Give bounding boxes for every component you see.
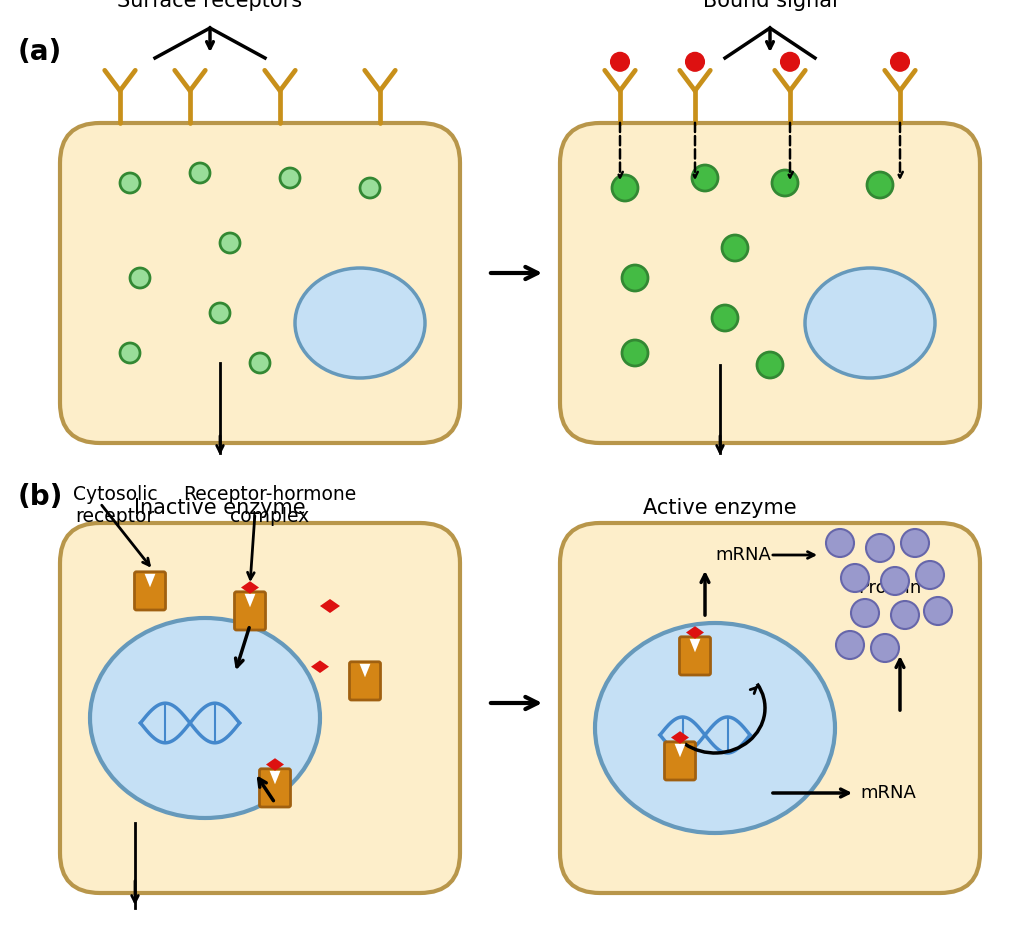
Ellipse shape <box>90 618 319 818</box>
Circle shape <box>866 534 894 562</box>
Circle shape <box>120 173 140 193</box>
Circle shape <box>836 631 864 659</box>
Circle shape <box>916 561 944 589</box>
Circle shape <box>891 52 909 71</box>
Polygon shape <box>241 581 259 593</box>
Polygon shape <box>269 771 281 785</box>
Circle shape <box>780 52 800 71</box>
Circle shape <box>901 529 929 557</box>
Ellipse shape <box>805 268 935 378</box>
FancyBboxPatch shape <box>680 637 711 675</box>
Circle shape <box>220 233 240 253</box>
FancyBboxPatch shape <box>259 769 291 807</box>
Circle shape <box>867 172 893 198</box>
FancyBboxPatch shape <box>134 572 166 610</box>
Circle shape <box>612 175 638 201</box>
FancyBboxPatch shape <box>60 523 460 893</box>
Circle shape <box>881 567 909 595</box>
Circle shape <box>280 168 300 188</box>
Circle shape <box>250 353 270 373</box>
Polygon shape <box>245 593 255 607</box>
Circle shape <box>826 529 854 557</box>
Circle shape <box>692 165 718 191</box>
Text: Surface receptors: Surface receptors <box>118 0 302 11</box>
Circle shape <box>891 601 919 629</box>
Text: mRNA: mRNA <box>860 784 915 802</box>
Text: Inactive enzyme: Inactive enzyme <box>134 498 306 518</box>
Polygon shape <box>319 599 340 613</box>
Circle shape <box>130 268 150 288</box>
FancyBboxPatch shape <box>560 523 980 893</box>
Polygon shape <box>686 626 705 639</box>
Polygon shape <box>689 639 700 652</box>
Circle shape <box>190 163 210 183</box>
Circle shape <box>610 52 630 71</box>
FancyBboxPatch shape <box>349 661 381 700</box>
Circle shape <box>622 340 648 366</box>
FancyBboxPatch shape <box>234 592 265 630</box>
Circle shape <box>120 343 140 363</box>
Polygon shape <box>675 744 685 758</box>
Ellipse shape <box>595 623 835 833</box>
Text: (a): (a) <box>18 38 62 66</box>
Text: mRNA: mRNA <box>715 546 771 564</box>
Circle shape <box>871 634 899 662</box>
Polygon shape <box>266 759 284 771</box>
Text: Receptor-hormone
complex: Receptor-hormone complex <box>183 485 356 526</box>
FancyBboxPatch shape <box>665 742 695 780</box>
Circle shape <box>841 564 869 592</box>
Circle shape <box>712 305 738 331</box>
Polygon shape <box>144 574 156 587</box>
Circle shape <box>772 170 798 196</box>
Circle shape <box>924 597 952 625</box>
Text: Cytosolic
receptor: Cytosolic receptor <box>73 485 158 526</box>
Circle shape <box>210 303 230 323</box>
FancyBboxPatch shape <box>560 123 980 443</box>
Circle shape <box>757 352 783 378</box>
FancyBboxPatch shape <box>60 123 460 443</box>
Circle shape <box>360 178 380 198</box>
Polygon shape <box>311 661 329 673</box>
Text: Active enzyme: Active enzyme <box>643 498 797 518</box>
Polygon shape <box>359 663 371 677</box>
Circle shape <box>622 265 648 291</box>
Text: Protein: Protein <box>858 579 922 597</box>
Circle shape <box>851 599 879 627</box>
Circle shape <box>686 52 705 71</box>
Ellipse shape <box>295 268 425 378</box>
Polygon shape <box>671 731 689 744</box>
Text: (b): (b) <box>18 483 63 511</box>
Circle shape <box>722 235 748 261</box>
Text: Bound signal: Bound signal <box>702 0 838 11</box>
